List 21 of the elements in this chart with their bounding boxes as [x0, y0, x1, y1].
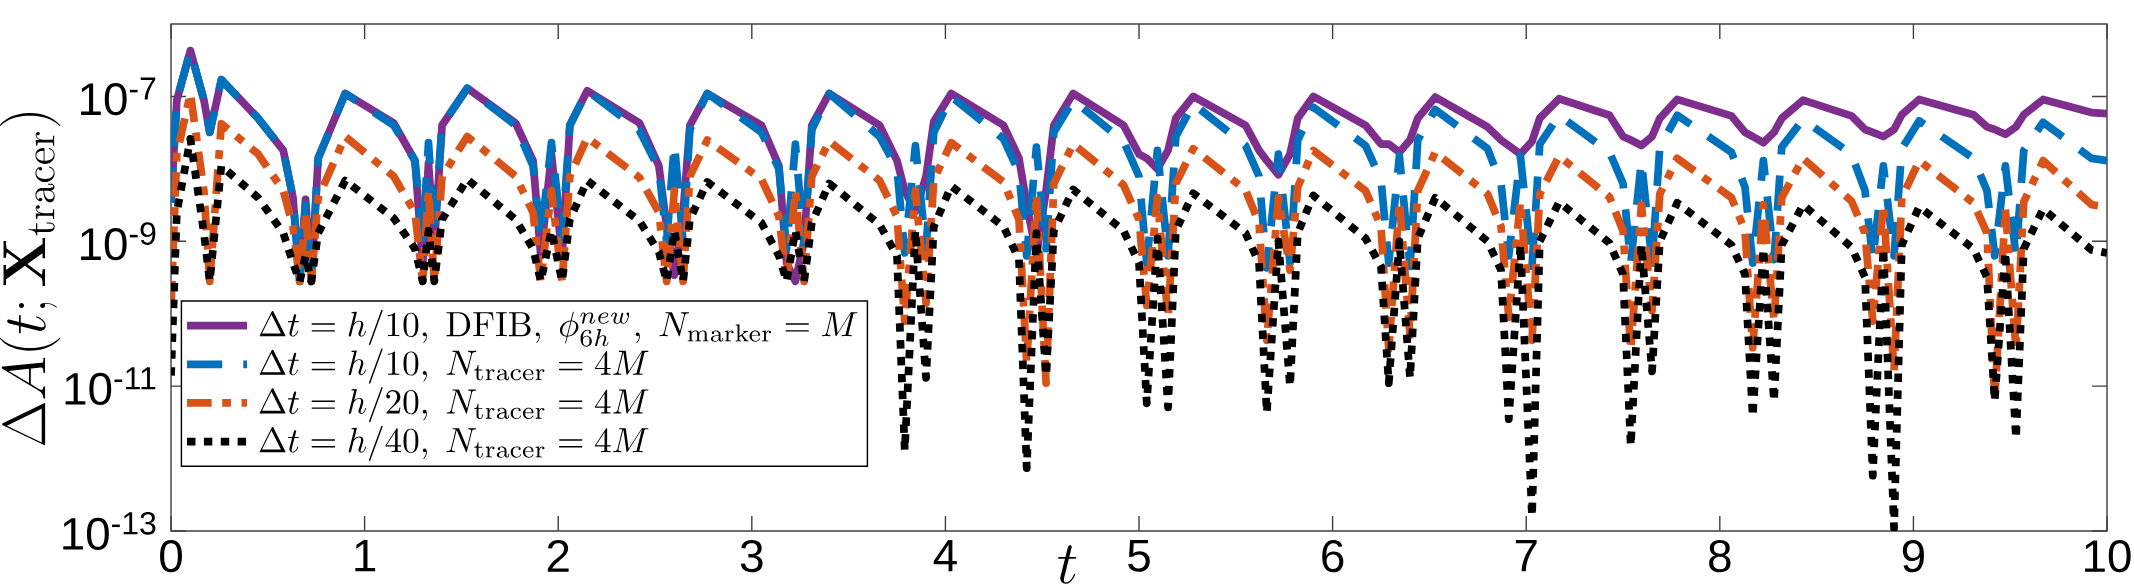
y-tick-label: 10$^{-11}$: [65, 367, 156, 406]
legend-label: $\Delta t = h/40,\ N_{\mathrm{tracer}} = 4M$: [259, 425, 649, 461]
y-axis-title: $\Delta A(t; \mathbf{X}_{\mathrm{tracer}})$: [0, 112, 61, 446]
x-tick-label: 9: [1902, 539, 1924, 573]
y-tick-label: 10$^{-13}$: [63, 511, 156, 551]
x-tick-label: 2: [547, 539, 569, 572]
x-tick-label: 7: [1515, 539, 1537, 572]
x-tick-label: 8: [1709, 539, 1731, 573]
y-tick-label: 10$^{-7}$: [81, 77, 156, 116]
x-tick-label: 10: [2085, 539, 2131, 573]
legend-label: $\Delta t = h/20,\ N_{\mathrm{tracer}} = 4M$: [259, 387, 649, 423]
x-tick-label: 6: [1322, 539, 1344, 573]
y-tick-label: 10$^{-9}$: [81, 222, 156, 261]
x-tick-label: 5: [1128, 539, 1150, 572]
x-tick-label: 1: [355, 539, 376, 572]
x-tick-label: 3: [740, 539, 763, 573]
x-axis-title: $t$: [1057, 545, 1077, 584]
x-tick-label: 4: [933, 539, 957, 572]
legend-label: $\Delta t = h/10,\ \mathrm{DFIB},\ \phi_{6h}^{new},\ N_{\mathrm{marker}} = M$: [259, 309, 858, 347]
legend-label: $\Delta t = h/10,\ N_{\mathrm{tracer}} = 4M$: [259, 348, 649, 384]
x-tick-label: 0: [160, 539, 182, 573]
